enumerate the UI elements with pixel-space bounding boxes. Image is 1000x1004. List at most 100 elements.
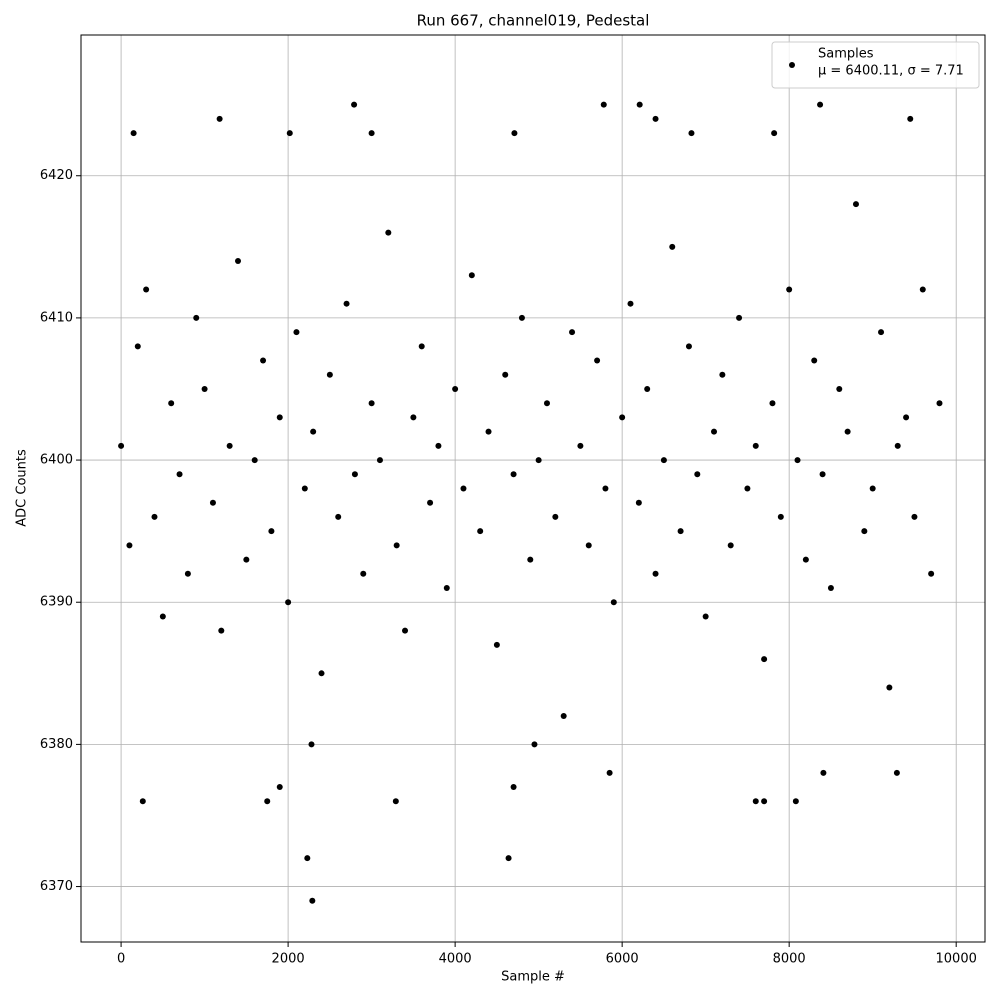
point	[719, 371, 726, 378]
point	[310, 428, 317, 435]
point	[427, 499, 434, 506]
point	[560, 712, 567, 719]
point	[694, 471, 701, 478]
point	[600, 101, 607, 108]
point	[820, 769, 827, 776]
point	[126, 542, 133, 549]
point	[260, 357, 267, 364]
point	[792, 798, 799, 805]
point	[585, 542, 592, 549]
point	[418, 343, 425, 350]
point	[485, 428, 492, 435]
point	[761, 656, 768, 663]
point	[510, 784, 517, 791]
point	[505, 855, 512, 862]
point	[711, 428, 718, 435]
point	[385, 229, 392, 236]
point	[836, 385, 843, 392]
point	[652, 570, 659, 577]
point	[606, 769, 613, 776]
y-tick-label: 6370	[40, 879, 73, 894]
point	[819, 471, 826, 478]
point	[151, 513, 158, 520]
point	[343, 300, 350, 307]
point	[610, 599, 617, 606]
point	[243, 556, 250, 563]
point	[293, 329, 300, 336]
y-tick-label: 6410	[40, 310, 73, 325]
y-tick-label: 6380	[40, 737, 73, 752]
point	[393, 542, 400, 549]
point	[326, 371, 333, 378]
point	[468, 272, 475, 279]
point	[811, 357, 818, 364]
point	[216, 115, 223, 122]
point	[493, 641, 500, 648]
point	[368, 400, 375, 407]
point	[510, 471, 517, 478]
point	[577, 442, 584, 449]
point	[886, 684, 893, 691]
point	[794, 457, 801, 464]
point	[443, 585, 450, 592]
point	[376, 457, 383, 464]
point	[435, 442, 442, 449]
point	[184, 570, 191, 577]
point	[527, 556, 534, 563]
point	[771, 130, 778, 137]
point	[802, 556, 809, 563]
point	[176, 471, 183, 478]
point	[569, 329, 576, 336]
x-tick-label: 0	[117, 952, 125, 967]
point	[893, 769, 900, 776]
point	[360, 570, 367, 577]
point	[852, 201, 859, 208]
y-tick-label: 6420	[40, 168, 73, 183]
point	[218, 627, 225, 634]
point	[134, 343, 141, 350]
plot-frame	[80, 34, 986, 943]
point	[368, 130, 375, 137]
point	[251, 457, 258, 464]
point	[677, 528, 684, 535]
point	[652, 115, 659, 122]
point	[318, 670, 325, 677]
y-tick-label: 6390	[40, 595, 73, 610]
y-axis-label: ADC Counts	[15, 449, 30, 527]
point	[669, 243, 676, 250]
legend-marker	[789, 62, 795, 68]
point	[769, 400, 776, 407]
point	[276, 414, 283, 421]
x-tick-label: 8000	[773, 952, 806, 967]
legend-label: μ = 6400.11, σ = 7.71	[818, 64, 964, 79]
point	[636, 101, 643, 108]
point	[869, 485, 876, 492]
point	[130, 130, 137, 137]
point	[602, 485, 609, 492]
point	[118, 442, 125, 449]
point	[452, 385, 459, 392]
point	[688, 130, 695, 137]
point	[535, 457, 542, 464]
y-tick-label: 6400	[40, 453, 73, 468]
legend-box	[771, 41, 980, 89]
point	[752, 798, 759, 805]
point	[351, 101, 358, 108]
point	[727, 542, 734, 549]
point	[660, 457, 667, 464]
point	[894, 442, 901, 449]
legend-label: Samples	[818, 47, 874, 62]
point	[936, 400, 943, 407]
x-tick-label: 10000	[936, 952, 977, 967]
point	[286, 130, 293, 137]
point	[702, 613, 709, 620]
point	[761, 798, 768, 805]
point	[627, 300, 634, 307]
point	[335, 513, 342, 520]
point	[518, 314, 525, 321]
point	[543, 400, 550, 407]
point	[159, 613, 166, 620]
point	[264, 798, 271, 805]
